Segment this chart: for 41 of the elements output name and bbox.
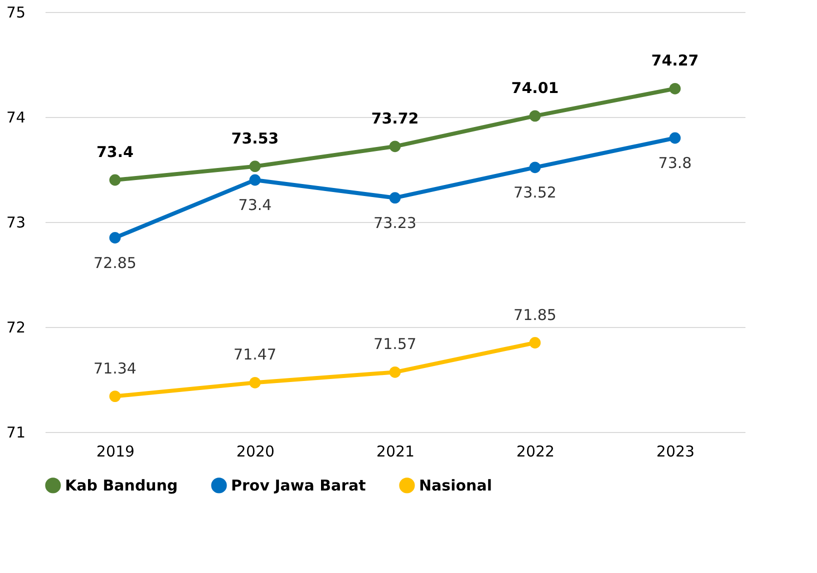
x-tick-label: 2023	[656, 442, 695, 460]
point	[109, 174, 121, 186]
point	[529, 337, 541, 348]
data-label: 73.23	[374, 214, 416, 232]
data-label: 73.4	[96, 143, 134, 161]
point	[389, 140, 401, 152]
x-tick-label: 2021	[376, 442, 415, 460]
data-label: 71.57	[374, 335, 416, 354]
data-label: 71.85	[514, 306, 556, 324]
data-label: 73.52	[514, 183, 556, 202]
point	[249, 160, 261, 172]
point	[669, 82, 681, 94]
y-tick-label: 73	[6, 214, 26, 232]
legend-label: Prov Jawa Barat	[231, 476, 366, 494]
y-tick-label: 75	[6, 4, 26, 22]
data-label: 73.4	[238, 196, 272, 214]
legend-label: Kab Bandung	[65, 476, 178, 494]
data-label: 71.47	[234, 346, 276, 364]
x-tick-label: 2020	[236, 442, 275, 460]
data-label: 74.01	[511, 78, 559, 97]
data-label: 72.85	[94, 254, 136, 272]
point	[109, 232, 121, 244]
point	[669, 132, 681, 144]
point	[249, 376, 261, 388]
y-tick-label: 74	[6, 108, 26, 126]
y-tick-label: 71	[6, 424, 26, 442]
data-label: 74.27	[651, 52, 699, 70]
point	[529, 162, 541, 174]
data-label: 73.8	[658, 154, 692, 172]
point	[249, 174, 261, 186]
x-tick-label: 2022	[516, 442, 555, 460]
data-label: 73.53	[231, 129, 279, 148]
legend-label: Nasional	[419, 476, 492, 494]
point	[109, 390, 121, 402]
point	[389, 192, 401, 204]
point	[389, 366, 401, 378]
data-label: 73.72	[371, 109, 419, 128]
y-tick-label: 72	[6, 318, 26, 336]
data-label: 71.34	[94, 359, 136, 378]
x-tick-label: 2019	[96, 442, 135, 460]
point	[529, 110, 541, 122]
